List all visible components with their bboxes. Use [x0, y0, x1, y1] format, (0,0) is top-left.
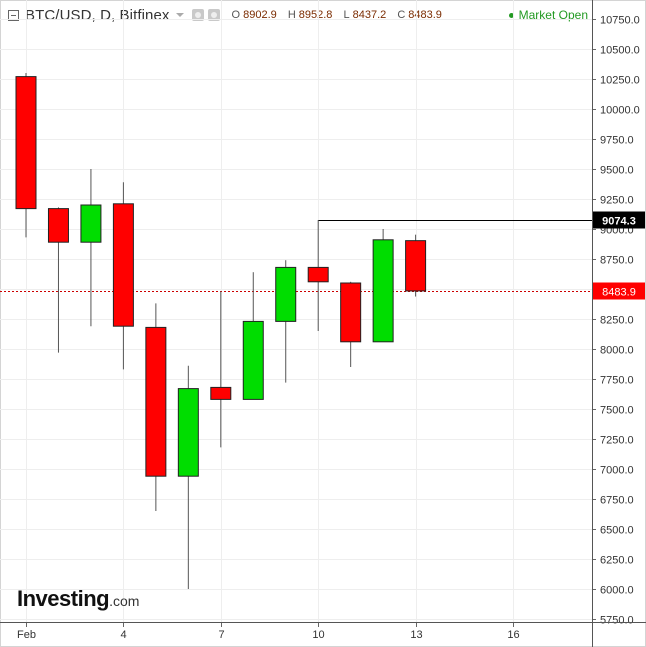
ohlc-low-value: 8437.2	[352, 9, 387, 21]
ohlc-close-key: C	[397, 9, 406, 21]
y-tick-label: 9750.0	[600, 135, 634, 147]
y-tick-label: 8250.0	[600, 315, 634, 327]
candle-down	[145, 326, 167, 477]
status-dot-icon	[508, 12, 514, 18]
high-marker-label: 9074.3	[602, 216, 636, 228]
y-tick-label: 10500.0	[600, 45, 640, 57]
candle-up	[275, 266, 297, 322]
y-tick-label: 5750.0	[600, 615, 634, 627]
ohlc-open-value: 8902.9	[243, 9, 277, 21]
y-tick-label: 8000.0	[600, 345, 634, 357]
y-tick-label: 9500.0	[600, 165, 634, 177]
chevron-down-icon[interactable]	[175, 13, 184, 17]
ohlc-readout: O 8902.9 H 8952.8 L 8437.2 C 8483.9	[232, 9, 450, 21]
x-tick-label: 10	[312, 629, 324, 641]
y-tick-label: 8750.0	[600, 255, 634, 267]
candle-up	[242, 320, 264, 400]
x-tick-label: 4	[120, 629, 126, 641]
ohlc-low-key: L	[343, 9, 350, 21]
candle-up	[177, 388, 199, 477]
x-tick-label: 7	[218, 629, 224, 641]
y-tick-label: 10000.0	[600, 105, 640, 117]
y-tick-label: 6000.0	[600, 585, 634, 597]
ohlc-open-key: O	[231, 9, 241, 21]
candle-down	[340, 282, 362, 343]
y-tick-label: 6750.0	[600, 495, 634, 507]
y-tick-label: 7500.0	[600, 405, 634, 417]
investing-logo: Investing.com	[17, 586, 139, 612]
high-marker-badge	[593, 211, 645, 229]
logo-suffix: .com	[109, 593, 140, 609]
market-status: Market Open	[508, 8, 588, 22]
settings-icon[interactable]	[191, 9, 204, 21]
logo-text: Investing	[17, 586, 110, 611]
x-tick-label: 13	[410, 629, 422, 641]
y-tick-label: 9250.0	[600, 195, 634, 207]
candle-up	[80, 204, 102, 243]
y-tick-label: 6500.0	[600, 525, 634, 537]
last-price-badge	[593, 282, 645, 300]
ohlc-high-key: H	[287, 9, 296, 21]
candle-down	[307, 266, 329, 283]
y-tick-label: 6250.0	[600, 555, 634, 567]
indicator-icon[interactable]	[207, 9, 220, 21]
candle-up	[372, 239, 394, 343]
y-tick-label: 7000.0	[600, 465, 634, 477]
candle-down	[405, 240, 427, 292]
y-tick-label: 7750.0	[600, 375, 634, 387]
candle-down	[210, 386, 232, 400]
x-tick-label: Feb	[17, 629, 36, 641]
candle-down	[112, 203, 134, 327]
x-tick-label: 16	[507, 629, 519, 641]
y-tick-label: 10250.0	[600, 75, 640, 87]
candle-down	[47, 208, 69, 243]
y-tick-label: 7250.0	[600, 435, 634, 447]
ohlc-high-value: 8952.8	[298, 9, 333, 21]
candle-down	[15, 76, 37, 210]
market-status-label: Market Open	[518, 8, 588, 22]
y-tick-label: 10750.0	[600, 15, 640, 27]
last-price-label: 8483.9	[602, 287, 636, 299]
